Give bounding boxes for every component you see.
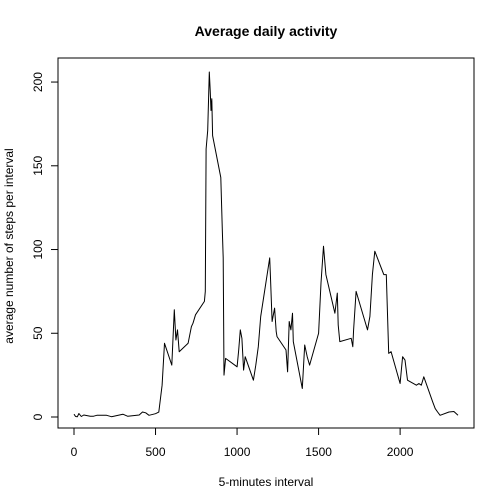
plot-area <box>73 71 459 418</box>
x-tick-label: 1500 <box>305 445 332 459</box>
y-tick-label: 150 <box>31 155 45 175</box>
y-tick-label: 50 <box>31 326 45 340</box>
x-tick-label: 0 <box>71 445 78 459</box>
plot-frame <box>57 57 475 429</box>
x-axis-label: 5-minutes interval <box>219 475 314 489</box>
series-line <box>73 71 459 418</box>
x-axis: 0 500 1000 1500 2000 <box>71 427 414 459</box>
x-tick-label: 1000 <box>224 445 251 459</box>
y-tick-label: 200 <box>31 72 45 92</box>
x-tick-label: 2000 <box>387 445 414 459</box>
y-axis-label: average number of steps per interval <box>2 148 16 343</box>
y-axis: 0 50 100 150 200 <box>31 72 59 420</box>
y-tick-label: 0 <box>31 413 45 420</box>
chart-title: Average daily activity <box>195 23 338 39</box>
x-tick-label: 500 <box>146 445 166 459</box>
y-tick-label: 100 <box>31 239 45 259</box>
